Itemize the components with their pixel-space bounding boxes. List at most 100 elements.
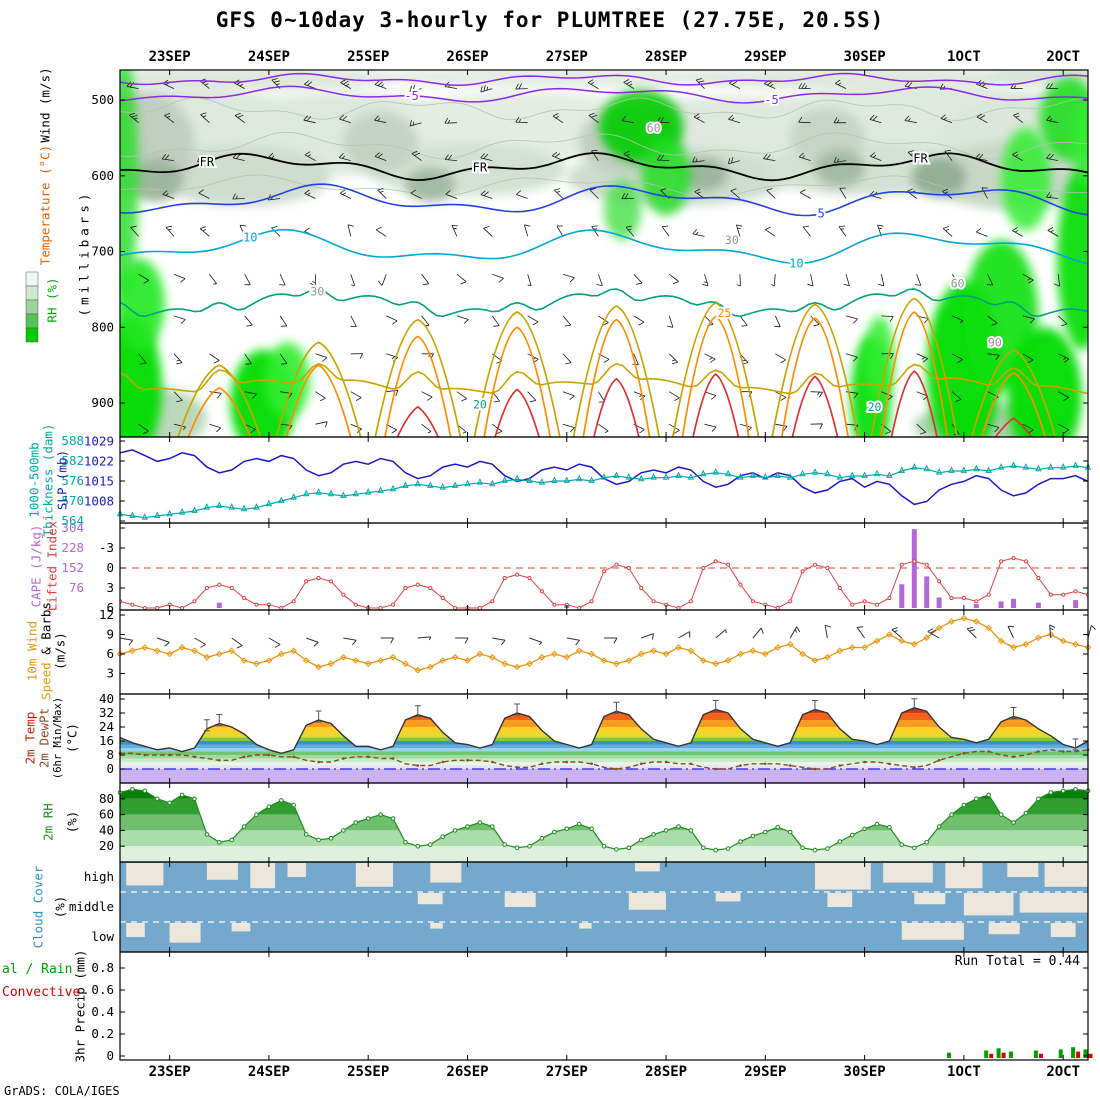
axis-tick: 0.8 — [91, 960, 114, 975]
axis-tick: 16 — [99, 733, 114, 748]
temp-arch-30 — [994, 417, 1033, 437]
axis-tick: 152 — [61, 560, 84, 575]
contour-label-25: 25 — [717, 306, 731, 320]
axis-ms-label: (m/s) — [52, 632, 68, 670]
axis-tick: 0.2 — [91, 1026, 114, 1041]
axis-precip-label: 3hr Precip (mm) — [72, 949, 88, 1063]
contour-label-60: 60 — [647, 121, 661, 135]
panel-li-cape — [119, 522, 1089, 611]
cloud-block-middle — [1019, 893, 1088, 913]
axis-tick: 76 — [69, 580, 84, 595]
x-tick-1OCT: 1OCT — [947, 1064, 981, 1080]
temp-arch-20 — [572, 305, 661, 437]
cape-bar — [1011, 598, 1016, 608]
precip-total-bar — [1058, 1049, 1063, 1058]
contour-label-10: 10 — [243, 230, 257, 244]
axis-tick: -3 — [99, 540, 114, 555]
axis-rh-pct-label: (%) — [64, 810, 80, 834]
panel-precip — [119, 951, 1089, 1061]
precip-total-bar — [1033, 1050, 1038, 1058]
temp-arch-20 — [374, 318, 462, 437]
temp-arch-25 — [880, 311, 949, 437]
axis-cape-label: CAPE (J/kg) — [28, 524, 44, 608]
cape-bar — [973, 604, 979, 608]
x-tick-30SEP: 30SEP — [843, 49, 886, 65]
axis-barbs-label: & Barbs — [38, 602, 54, 663]
lifted-index-line — [120, 557, 1088, 609]
axis-tick: 8 — [106, 747, 114, 762]
x-tick-1OCT: 1OCT — [947, 49, 981, 65]
axis-tick: 570 — [61, 493, 84, 508]
axis-tick: 500 — [91, 92, 114, 107]
cloud-block-high — [287, 863, 307, 877]
cross-section-plot: -5 -5 FR FR FR 5 10 10 25 20 20 30 30 60 60 90 — [120, 70, 1088, 437]
axis-tick: 6 — [106, 600, 114, 615]
rh-legend-swatch — [25, 285, 39, 301]
contour-label-30: 30 — [310, 285, 324, 299]
cloud-block-high — [635, 863, 660, 872]
axis-tick: 32 — [99, 705, 114, 720]
axis-tick: 700 — [91, 244, 114, 259]
temp-arch-25 — [980, 371, 1047, 437]
x-tick-30SEP: 30SEP — [843, 1064, 886, 1080]
cape-bar — [998, 601, 1004, 608]
cloud-block-low — [579, 923, 592, 929]
cloud-block-high — [945, 863, 983, 889]
precip-total-bar — [1083, 1049, 1088, 1058]
contour-label-FR: FR — [200, 155, 215, 169]
rh-legend-swatch — [25, 313, 39, 329]
cloud-block-middle — [504, 893, 536, 907]
axis-lifted-index-label: Lifted Index — [44, 520, 60, 612]
contour-label-20: 20 — [473, 398, 487, 412]
axis-2m-temp-label: 2m Temp — [22, 711, 38, 765]
x-tick-27SEP: 27SEP — [545, 1064, 588, 1080]
grads-credit: GrADS: COLA/IGES — [4, 1084, 120, 1098]
minmax-whisker — [216, 714, 223, 726]
precip-total-bar — [1071, 1047, 1076, 1058]
axis-tick: middle — [69, 899, 114, 914]
cloud-block-low — [901, 923, 964, 940]
precip-total-bar — [947, 1052, 951, 1058]
cloud-block-high — [250, 863, 276, 889]
minmax-whisker — [1072, 738, 1079, 751]
contour-label--5: -5 — [404, 89, 418, 103]
temp-arch-20 — [177, 364, 262, 437]
axis-tick: 0 — [106, 761, 114, 776]
axis-tick: 60 — [99, 807, 114, 822]
chart-title: GFS 0~10day 3-hourly for PLUMTREE (27.75… — [215, 8, 885, 32]
precip-convective-label: Convective — [2, 985, 81, 1000]
temp-arch-30 — [791, 375, 839, 437]
cape-bar — [1073, 600, 1079, 608]
cape-bar — [911, 529, 917, 608]
cloud-block-high — [430, 863, 462, 883]
temp-arch-30 — [396, 405, 440, 437]
cloud-block-high — [206, 863, 238, 880]
x-tick-23SEP: 23SEP — [148, 1064, 191, 1080]
panel-wind10m — [119, 609, 1089, 695]
contour-label-90: 90 — [988, 335, 1002, 349]
cloud-block-middle — [715, 893, 741, 902]
axis-minmax-label: (6hr Min/Max) — [52, 696, 64, 780]
axis-tick: 900 — [91, 395, 114, 410]
cloud-block-middle — [914, 893, 946, 905]
axis-tick: 564 — [61, 513, 84, 528]
minmax-whisker — [613, 701, 620, 714]
minmax-whisker — [315, 710, 322, 723]
temp-arch-20 — [970, 349, 1057, 437]
dewpoint-line — [120, 749, 1089, 770]
rh-legend-swatch — [25, 299, 39, 315]
contour-label-FR: FR — [473, 161, 488, 175]
cloud-block-high — [883, 863, 933, 883]
contour-label-60: 60 — [951, 276, 965, 290]
x-tick-28SEP: 28SEP — [644, 49, 688, 65]
axis-tick: 576 — [61, 473, 84, 488]
axis-tick: 6 — [106, 646, 114, 661]
wind-speed-line — [119, 617, 1089, 671]
axis-wind10m-speed-barbs-label: Speed & Barbs — [39, 602, 54, 700]
precip-convective-bar — [1038, 1053, 1043, 1058]
cloud-block-low — [1050, 923, 1076, 937]
cloud-block-high — [1007, 863, 1039, 877]
cloud-block-low — [126, 923, 145, 937]
minmax-whisker — [812, 700, 818, 712]
